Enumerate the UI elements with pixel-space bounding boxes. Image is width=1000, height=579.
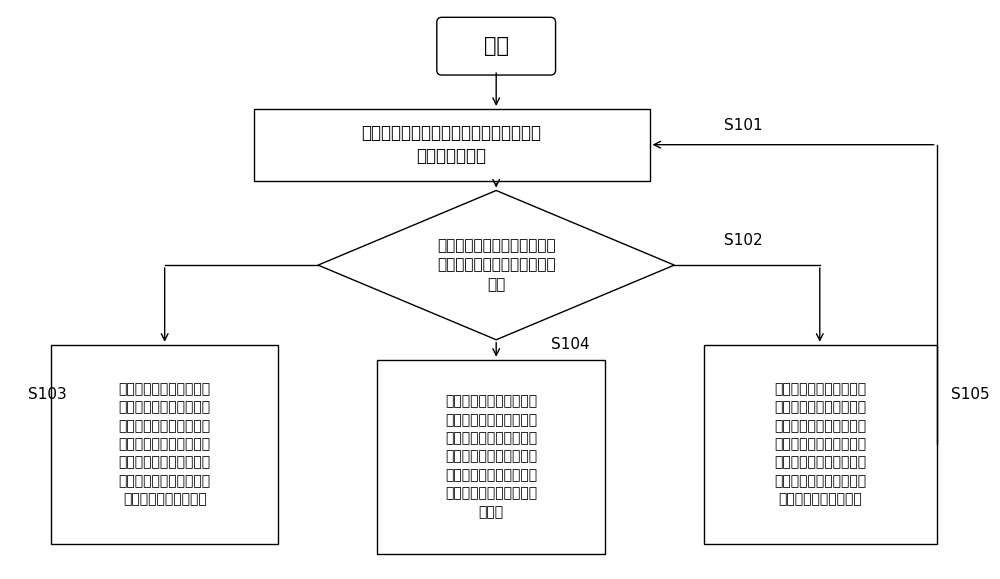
Text: S103: S103 [28, 387, 67, 402]
Text: 在当前扫描周期开始前，从数据节点中读
取距离感应数据: 在当前扫描周期开始前，从数据节点中读 取距离感应数据 [362, 124, 542, 166]
Text: 如果距离感应数据大于或
等于第二阈值，则将当前
距离状态标识更改为第二
状态标识，以及根据第二
状态标识在当前扫描周期
时间内不执行扫描操作、
直至当前扫描周期: 如果距离感应数据大于或 等于第二阈值，则将当前 距离状态标识更改为第二 状态标识… [774, 382, 866, 507]
Polygon shape [318, 190, 674, 340]
Text: 如果距离感应数据大于第
一阈值且小于第二阈值，
则根据当前距离状态标识
确定当前周期中移动终端
与遮挡物的距离状态，以
及执行距离状态标识对应
的操作: 如果距离感应数据大于第 一阈值且小于第二阈值， 则根据当前距离状态标识 确定当前… [445, 394, 537, 519]
Text: S105: S105 [951, 387, 990, 402]
Text: 如果距离感应数据小于或
等于第一阈值，则将当前
距离状态标识更改为第一
状态标识，以及根据第一
状态标识在当前扫描周期
时间内扫描移动终端的指
纹采集模块采集的: 如果距离感应数据小于或 等于第一阈值，则将当前 距离状态标识更改为第一 状态标识… [119, 382, 211, 507]
FancyBboxPatch shape [51, 345, 278, 544]
Text: 开始: 开始 [484, 36, 509, 56]
Text: 判断读取的距离感应数据与第
一阈值和第二阈值之间的大小
关系: 判断读取的距离感应数据与第 一阈值和第二阈值之间的大小 关系 [437, 238, 556, 292]
FancyBboxPatch shape [377, 360, 605, 554]
Text: S104: S104 [551, 337, 589, 352]
Text: S101: S101 [724, 118, 762, 133]
Text: S102: S102 [724, 233, 762, 248]
FancyBboxPatch shape [437, 17, 556, 75]
FancyBboxPatch shape [704, 345, 937, 544]
FancyBboxPatch shape [254, 109, 650, 181]
